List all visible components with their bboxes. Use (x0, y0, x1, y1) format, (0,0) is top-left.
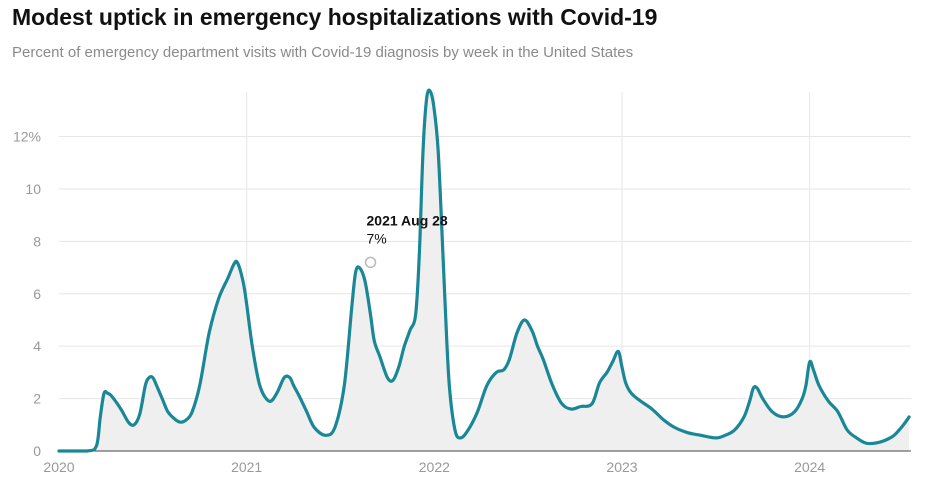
x-tick-label: 2022 (419, 459, 450, 475)
series-line (57, 88, 911, 453)
y-tick-label: 0 (33, 443, 41, 459)
y-tick-label: 12% (13, 129, 41, 145)
tooltip-annotation[interactable]: 2021 Aug 28 7% (364, 212, 448, 269)
annotation-date: 2021 Aug 28 (367, 212, 448, 228)
x-tick-label: 2023 (606, 459, 637, 475)
x-tick-label: 2024 (794, 459, 825, 475)
gridlines (59, 92, 911, 451)
area-fill (59, 90, 910, 452)
chart-title: Modest uptick in emergency hospitalizati… (12, 4, 658, 30)
annotation-value: 7% (367, 230, 387, 246)
y-tick-label: 6 (33, 286, 41, 302)
y-tick-label: 4 (33, 338, 41, 354)
annotation-marker[interactable] (364, 256, 377, 269)
chart-subtitle: Percent of emergency department visits w… (12, 44, 634, 61)
x-tick-label: 2021 (231, 459, 262, 475)
y-tick-label: 10 (25, 181, 41, 197)
axis-ticks: 2020 2021 2022 2023 2024 0 2 4 6 8 10 12% (13, 129, 825, 475)
y-tick-label: 8 (33, 233, 41, 249)
y-tick-label: 2 (33, 391, 41, 407)
x-tick-label: 2020 (43, 459, 74, 475)
